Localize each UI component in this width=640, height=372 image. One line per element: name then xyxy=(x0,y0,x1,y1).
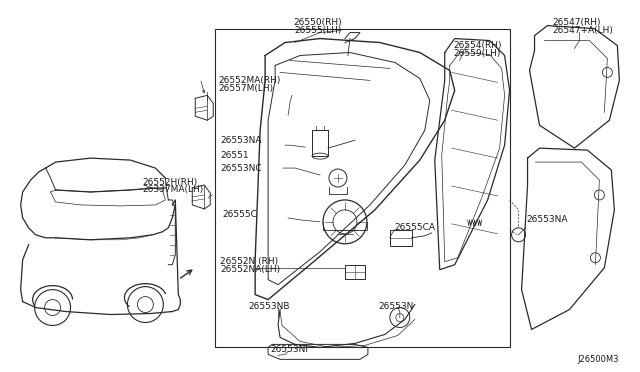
Text: 26555(LH): 26555(LH) xyxy=(294,26,342,35)
Text: 26552NA(LH): 26552NA(LH) xyxy=(220,265,280,274)
Bar xyxy=(215,29,509,347)
Text: 26553NB: 26553NB xyxy=(248,302,290,311)
Text: 26552N (RH): 26552N (RH) xyxy=(220,257,278,266)
Text: 26554(RH): 26554(RH) xyxy=(454,41,502,50)
Text: 26551: 26551 xyxy=(220,151,249,160)
Text: 26550(RH): 26550(RH) xyxy=(294,18,342,27)
Bar xyxy=(345,265,365,279)
Bar xyxy=(390,230,412,246)
Text: 26547+A(LH): 26547+A(LH) xyxy=(552,26,613,35)
Text: 26553NA: 26553NA xyxy=(527,215,568,224)
Text: 26553NC: 26553NC xyxy=(220,164,262,173)
Text: 26553NI: 26553NI xyxy=(270,345,308,354)
Text: 26547(RH): 26547(RH) xyxy=(552,18,601,27)
Text: 26553NA: 26553NA xyxy=(220,136,262,145)
Text: 26555C: 26555C xyxy=(222,211,257,219)
Text: 26337MA(LH): 26337MA(LH) xyxy=(142,186,204,195)
Text: 26552MA(RH): 26552MA(RH) xyxy=(218,76,280,85)
Text: J26500M3: J26500M3 xyxy=(578,355,620,364)
Text: 26555CA: 26555CA xyxy=(395,223,436,232)
Text: 26559(LH): 26559(LH) xyxy=(454,49,501,58)
Text: 26553N: 26553N xyxy=(378,302,413,311)
Text: 26552H(RH): 26552H(RH) xyxy=(142,177,198,186)
Text: 26557M(LH): 26557M(LH) xyxy=(218,84,273,93)
